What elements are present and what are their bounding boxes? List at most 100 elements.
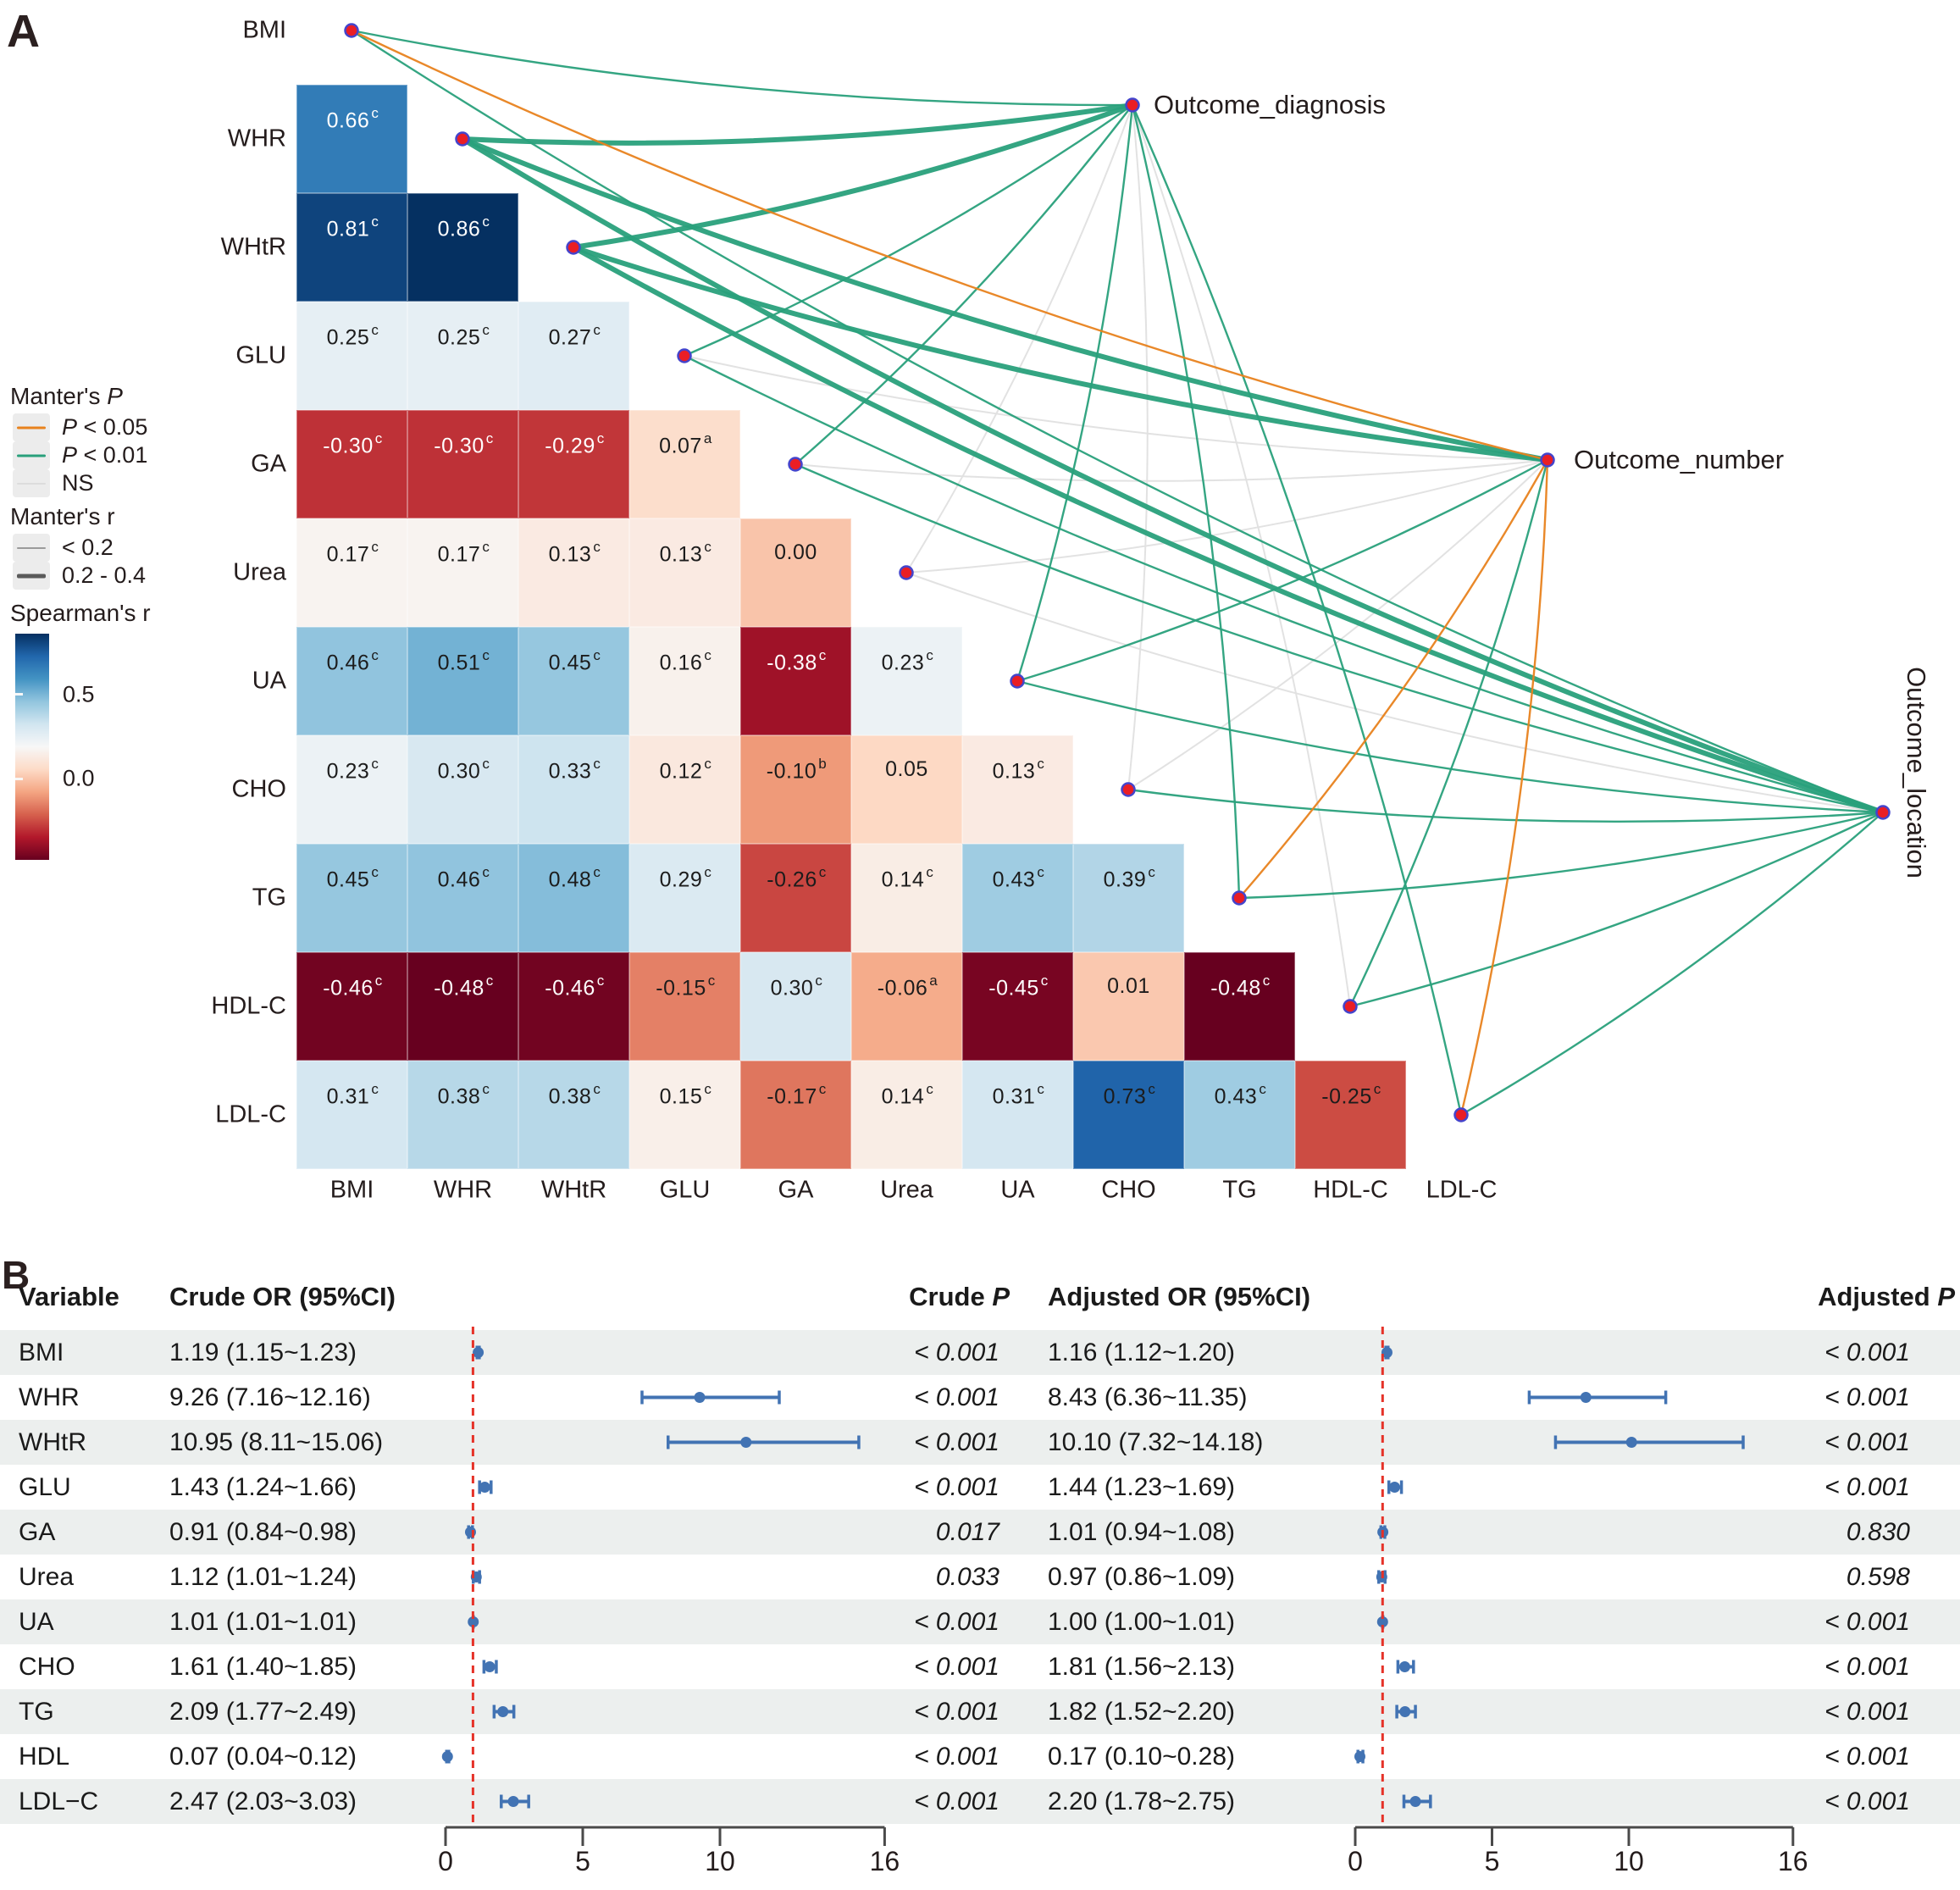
gray-line-key-icon: [13, 469, 50, 497]
network-node-location: [1875, 805, 1891, 820]
crude-or-BMI: 1.19 (1.15~1.23): [169, 1338, 357, 1366]
heatmap-row-label-GA: GA: [251, 450, 286, 478]
thin-line-key-icon: [13, 534, 50, 562]
outcome-location-label: Outcome_location: [1902, 667, 1931, 878]
heatmap-cell-LDL-C-HDL-C: -0.25 c: [1295, 1061, 1406, 1169]
header-adjusted-or: Adjusted OR (95%CI): [1048, 1282, 1311, 1311]
crude-ci-BMI: [473, 1345, 484, 1360]
heatmap-cell-GA-GLU: 0.07 a: [629, 410, 740, 518]
mantel-edge-HDL-C-to-number: [1348, 458, 1549, 1008]
heatmap-col-label-GA: GA: [778, 1176, 814, 1204]
heatmap-cell-Urea-WHtR: 0.13 c: [518, 518, 629, 627]
mantel-edge-CHO-to-number: [1127, 459, 1548, 790]
mantel-edge-HDL-C-to-diagnosis: [1132, 104, 1351, 1007]
mantel-edge-TG-to-diagnosis: [1131, 103, 1241, 900]
mantel-edge-Urea-to-number: [905, 459, 1548, 574]
row-band-BMI: [0, 1330, 1960, 1375]
forest-variable-HDL: HDL: [19, 1742, 70, 1771]
heatmap-cell-CHO-BMI: 0.23 c: [296, 735, 407, 844]
heatmap-cell-CHO-UA: 0.13 c: [962, 735, 1073, 844]
heatmap-cell-CHO-GA: -0.10 b: [740, 735, 851, 844]
heatmap-col-label-CHO: CHO: [1101, 1176, 1156, 1204]
heatmap-cell-TG-CHO: 0.39 c: [1073, 844, 1184, 952]
heatmap-cell-TG-WHR: 0.46 c: [407, 844, 518, 952]
heatmap-cell-TG-GLU: 0.29 c: [629, 844, 740, 952]
mantel-edge-GA-to-diagnosis: [794, 103, 1134, 466]
crude-ci-HDL: [441, 1749, 453, 1764]
heatmap-col-label-GLU: GLU: [659, 1176, 711, 1204]
mantel-edge-WHtR-to-location: [571, 245, 1885, 815]
adjusted-p-GA: 0.830: [1846, 1517, 1910, 1546]
heatmap-cell-LDL-C-WHR: 0.38 c: [407, 1061, 518, 1169]
mantel-edge-Urea-to-location: [905, 572, 1884, 813]
adjusted-p-LDL−C: < 0.001: [1824, 1787, 1910, 1815]
adj-axis-tick-5: 5: [1485, 1846, 1500, 1876]
network-node-WHR: [455, 131, 470, 147]
heatmap-cell-GA-BMI: -0.30 c: [296, 410, 407, 518]
heatmap-col-label-TG: TG: [1222, 1176, 1257, 1204]
heatmap-cell-UA-WHR: 0.51 c: [407, 627, 518, 735]
heatmap-cell-HDL-C-CHO: 0.01: [1073, 952, 1184, 1061]
adjusted-p-HDL: < 0.001: [1824, 1742, 1910, 1771]
colorbar-tick-00: 0.0: [63, 765, 95, 791]
network-node-number: [1540, 452, 1555, 468]
adj-ci-CHO: [1396, 1660, 1415, 1674]
orange-line-key-icon: [13, 413, 50, 441]
crude-axis: 0 5 10 16: [438, 1826, 900, 1876]
mantel-edge-UA-to-diagnosis: [1016, 103, 1134, 683]
crude-p-GA: 0.017: [935, 1517, 999, 1546]
heatmap-cell-LDL-C-GLU: 0.15 c: [629, 1061, 740, 1169]
heatmap-col-label-Urea: Urea: [880, 1176, 933, 1204]
adjusted-or-WHtR: 10.10 (7.32~14.18): [1048, 1427, 1264, 1456]
heatmap-cell-UA-WHtR: 0.45 c: [518, 627, 629, 735]
forest-variable-GLU: GLU: [19, 1472, 71, 1501]
crude-ci-CHO: [482, 1660, 498, 1674]
mantel-edge-CHO-to-diagnosis: [1127, 104, 1149, 790]
crude-or-Urea: 1.12 (1.01~1.24): [169, 1562, 357, 1591]
heatmap-cell-LDL-C-Urea: 0.14 c: [851, 1061, 962, 1169]
crude-or-GA: 0.91 (0.84~0.98): [169, 1517, 357, 1546]
header-variable: Variable: [19, 1282, 119, 1311]
crude-ci-LDL−C: [500, 1794, 530, 1809]
crude-or-LDL−C: 2.47 (2.03~3.03): [169, 1787, 357, 1815]
heatmap-row-label-CHO: CHO: [231, 775, 286, 803]
heatmap-cell-LDL-C-WHtR: 0.38 c: [518, 1061, 629, 1169]
adj-ci-GLU: [1387, 1480, 1404, 1494]
heatmap-cell-LDL-C-CHO: 0.73 c: [1073, 1061, 1184, 1169]
crude-ci-WHR: [640, 1390, 781, 1405]
adj-ci-WHtR: [1553, 1435, 1745, 1449]
network-node-UA: [1010, 673, 1025, 689]
heatmap-row-label-UA: UA: [252, 667, 286, 695]
crude-axis-tick-10: 10: [705, 1846, 735, 1876]
forest-variable-WHtR: WHtR: [19, 1427, 86, 1456]
heatmap-row-label-GLU: GLU: [235, 341, 286, 369]
adj-ci-LDL−C: [1402, 1794, 1432, 1809]
adjusted-or-CHO: 1.81 (1.56~2.13): [1048, 1652, 1236, 1681]
mantel-edge-Urea-to-diagnosis: [905, 104, 1133, 574]
legend-item-p-lt-001: P < 0.01: [13, 441, 147, 469]
heatmap-cell-GLU-BMI: 0.25 c: [296, 302, 407, 410]
crude-p-TG: < 0.001: [914, 1697, 999, 1726]
adj-axis-tick-16: 16: [1778, 1846, 1808, 1876]
mantel-p-legend-title: Manter's P: [10, 383, 123, 409]
adj-axis: 0 5 10 16: [1348, 1826, 1808, 1876]
mantel-edge-LDL-C-to-diagnosis: [1131, 103, 1463, 1117]
adjusted-or-GA: 1.01 (0.94~1.08): [1048, 1517, 1236, 1546]
header-crude-or: Crude OR (95%CI): [169, 1282, 396, 1311]
thick-line-key-icon: [13, 562, 50, 590]
panel-b-label: B: [2, 1253, 30, 1297]
heatmap-cell-Urea-GLU: 0.13 c: [629, 518, 740, 627]
mantel-edge-WHR-to-location: [460, 136, 1885, 815]
adjusted-or-GLU: 1.44 (1.23~1.69): [1048, 1472, 1236, 1501]
adjusted-p-TG: < 0.001: [1824, 1697, 1910, 1726]
adj-ci-WHR: [1527, 1390, 1668, 1405]
forest-variable-LDL−C: LDL−C: [19, 1787, 99, 1815]
adjusted-or-BMI: 1.16 (1.12~1.20): [1048, 1338, 1236, 1366]
network-node-BMI: [344, 23, 359, 38]
heatmap-col-label-HDL-C: HDL-C: [1313, 1176, 1388, 1204]
adj-ci-HDL: [1354, 1749, 1365, 1764]
mantel-r-legend-title: Manter's r: [10, 503, 115, 529]
heatmap-col-label-BMI: BMI: [329, 1176, 374, 1204]
crude-p-HDL: < 0.001: [914, 1742, 999, 1771]
heatmap-cell-HDL-C-GLU: -0.15 c: [629, 952, 740, 1061]
